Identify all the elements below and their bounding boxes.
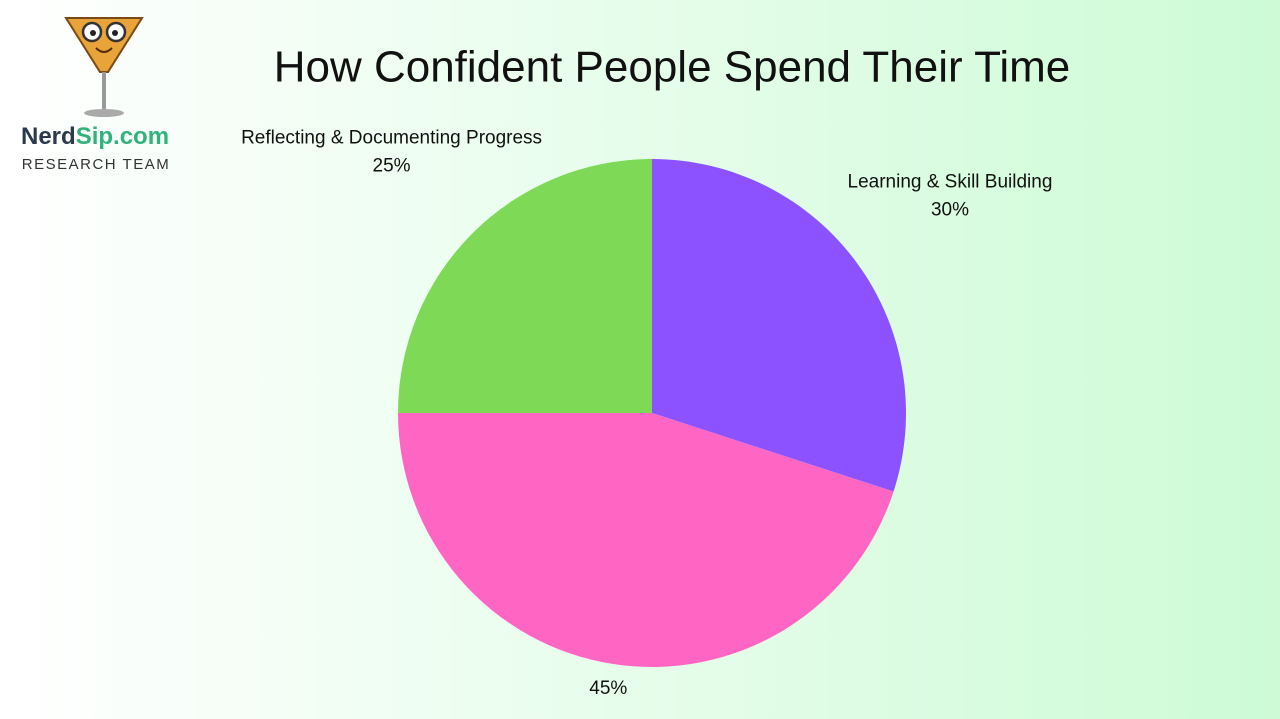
slice-value-label: 45% (589, 678, 627, 699)
pie-slice (652, 159, 906, 492)
logo-icon (64, 17, 144, 117)
slice-label: Learning & Skill Building (848, 172, 1053, 193)
logo-brand-accent: Sip.com (76, 123, 169, 150)
slice-value-label: 25% (373, 156, 411, 177)
pie-slice (398, 413, 894, 667)
logo-brand-main: Nerd (21, 123, 76, 150)
slice-label: Reflecting & Documenting Progress (241, 128, 542, 149)
logo-brand: NerdSip.com (21, 123, 169, 150)
chart-title: How Confident People Spend Their Time (274, 43, 1071, 92)
slice-value-label: 30% (931, 200, 969, 221)
logo-tagline: RESEARCH TEAM (22, 156, 170, 173)
pie-slice (398, 159, 652, 413)
